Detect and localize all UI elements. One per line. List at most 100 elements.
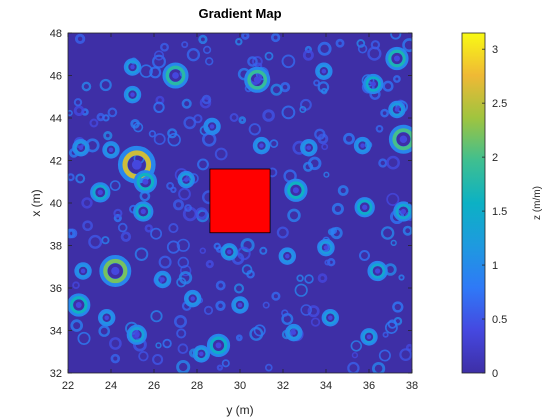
texture-ring xyxy=(150,310,163,323)
texture-ring xyxy=(372,362,386,373)
colorbar-tick-label: 1 xyxy=(492,260,498,272)
x-axis-label: y (m) xyxy=(226,403,253,417)
texture-ring xyxy=(162,338,172,349)
texture-ring xyxy=(214,147,228,161)
gradient-ring xyxy=(123,58,142,76)
texture-ring xyxy=(82,220,93,232)
texture-ring xyxy=(186,48,201,62)
texture-ring xyxy=(68,228,78,239)
colorbar-tick-label: 1.5 xyxy=(492,206,507,218)
gradient-ring xyxy=(123,85,142,104)
texture-ring xyxy=(109,180,121,191)
gradient-ring xyxy=(388,100,406,119)
texture-ring xyxy=(249,326,264,341)
gradient-ring xyxy=(72,139,90,157)
gradient-ring xyxy=(354,197,375,218)
texture-ring xyxy=(330,226,343,240)
colorbar-tick-label: 3 xyxy=(492,44,498,56)
texture-ring xyxy=(81,197,93,209)
gradient-ring xyxy=(284,178,308,202)
texture-ring xyxy=(264,51,274,61)
texture-ring xyxy=(324,259,331,266)
texture-ring xyxy=(89,118,99,128)
texture-ring xyxy=(386,155,400,170)
texture-ring xyxy=(367,46,382,61)
texture-ring xyxy=(107,107,118,118)
y-axis-ticks: 32 34 36 38 40 42 44 46 48 xyxy=(50,28,412,380)
texture-ring xyxy=(343,132,355,145)
gradient-ring xyxy=(300,139,318,157)
texture-ring xyxy=(356,39,366,48)
texture-ring xyxy=(382,331,389,338)
texture-ring xyxy=(299,106,307,114)
x-tick-label: 24 xyxy=(105,380,117,392)
texture-ring xyxy=(281,54,296,69)
texture-ring xyxy=(74,33,86,45)
y-tick-label: 34 xyxy=(50,326,62,338)
texture-ring xyxy=(357,44,368,54)
gradient-ring xyxy=(99,255,132,287)
texture-ring xyxy=(402,38,412,53)
texture-ring xyxy=(215,280,226,291)
y-tick-label: 40 xyxy=(50,198,62,210)
texture-ring xyxy=(241,33,250,40)
texture-ring xyxy=(197,158,209,171)
texture-ring xyxy=(380,108,389,118)
texture-ring xyxy=(237,246,251,261)
x-tick-label: 22 xyxy=(62,380,74,392)
texture-ring xyxy=(166,181,175,190)
texture-ring xyxy=(73,98,83,107)
x-axis-ticks: 22 24 26 28 30 32 34 36 38 xyxy=(62,33,418,392)
gradient-ring xyxy=(367,260,388,282)
texture-ring xyxy=(269,139,279,148)
texture-ring xyxy=(195,207,208,220)
texture-ring xyxy=(203,45,212,55)
x-tick-label: 26 xyxy=(148,380,160,392)
texture-ring xyxy=(183,116,197,130)
texture-ring xyxy=(181,98,192,109)
obstacle-rectangle xyxy=(209,168,271,234)
texture-ring xyxy=(294,283,308,297)
texture-ring xyxy=(177,343,189,355)
texture-ring xyxy=(199,247,207,254)
texture-ring xyxy=(300,304,312,316)
texture-ring xyxy=(386,192,400,206)
texture-ring xyxy=(117,222,128,233)
gradient-ring xyxy=(90,182,111,203)
texture-ring xyxy=(181,41,189,49)
texture-ring xyxy=(399,348,412,361)
texture-ring xyxy=(178,187,191,201)
texture-ring xyxy=(380,226,395,240)
colorbar-tick-label: 2 xyxy=(492,152,498,164)
gradient-ring xyxy=(192,345,211,363)
texture-ring xyxy=(270,83,283,96)
x-tick-label: 34 xyxy=(320,380,332,392)
texture-ring xyxy=(378,349,391,362)
texture-ring xyxy=(358,249,371,262)
texture-ring xyxy=(152,353,164,366)
texture-ring xyxy=(180,264,192,277)
texture-ring xyxy=(240,238,255,253)
texture-ring xyxy=(233,283,245,294)
gradient-ring xyxy=(177,170,195,189)
texture-ring xyxy=(378,158,388,168)
texture-ring xyxy=(98,325,110,337)
texture-ring xyxy=(253,324,266,337)
texture-ring xyxy=(317,81,330,93)
texture-ring xyxy=(310,317,321,327)
texture-ring xyxy=(331,202,344,215)
texture-ring xyxy=(317,41,332,56)
texture-ring xyxy=(110,353,121,364)
texture-ring xyxy=(262,109,275,122)
x-tick-label: 38 xyxy=(406,380,418,392)
texture-ring xyxy=(176,328,187,339)
texture-ring xyxy=(292,140,307,155)
y-tick-label: 36 xyxy=(50,283,62,295)
texture-ring xyxy=(176,238,190,252)
texture-ring xyxy=(384,321,398,334)
y-tick-label: 48 xyxy=(50,28,62,40)
texture-ring xyxy=(160,42,169,52)
texture-ring xyxy=(347,361,360,373)
gradient-ring xyxy=(353,136,372,155)
